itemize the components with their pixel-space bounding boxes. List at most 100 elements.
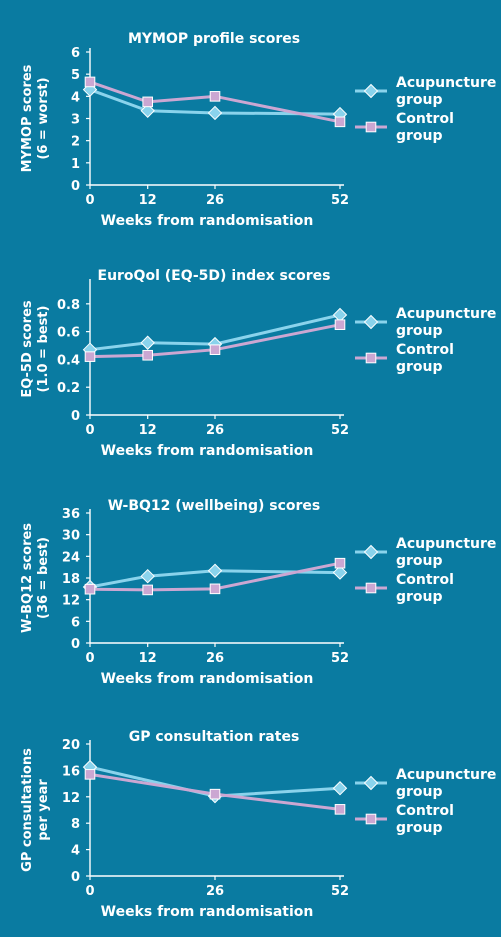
y-tick-label: 0 [71, 179, 80, 194]
y-tick-label: 16 [62, 764, 80, 779]
x-tick-label: 12 [139, 651, 157, 666]
y-tick-label: 0.8 [57, 298, 80, 313]
x-tick-label: 0 [85, 884, 94, 899]
legend-label: group [396, 92, 443, 108]
series-line-control [89, 80, 341, 124]
series-line-acupuncture [89, 569, 341, 589]
x-tick-label: 52 [331, 651, 349, 666]
y-tick-label: 8 [71, 817, 80, 832]
x-axis-label: Weeks from randomisation [101, 904, 314, 920]
y-tick-label: 6 [71, 615, 80, 630]
y-tick-label: 24 [62, 550, 80, 565]
data-point-acupuncture [140, 568, 155, 584]
x-tick-label: 0 [85, 651, 94, 666]
legend-marker-control [365, 121, 377, 133]
y-tick-label: 0.2 [57, 381, 80, 396]
data-point-control [142, 584, 153, 596]
legend-marker-acupuncture [363, 544, 379, 560]
series-line-control [89, 561, 341, 592]
legend-label: Acupuncture [396, 306, 496, 322]
x-tick-label: 26 [206, 651, 224, 666]
y-axis-label: GP consultations [20, 748, 35, 872]
y-tick-label: 0 [71, 409, 80, 424]
legend-label: Control [396, 111, 454, 127]
x-tick-label: 0 [85, 193, 94, 208]
data-point-control [142, 96, 153, 108]
x-axis-label: Weeks from randomisation [101, 671, 314, 687]
x-tick-label: 26 [206, 423, 224, 438]
x-tick-label: 52 [331, 423, 349, 438]
legend-label: Control [396, 803, 454, 819]
legend-marker-control [365, 352, 377, 364]
data-point-acupuncture [140, 335, 155, 350]
x-tick-label: 26 [206, 884, 224, 899]
legend-marker-acupuncture [363, 775, 379, 791]
data-point-control [209, 344, 221, 355]
y-tick-label: 0 [71, 637, 80, 652]
y-axis-label: MYMOP scores [20, 64, 35, 172]
legend-label: group [396, 553, 443, 569]
x-tick-label: 12 [139, 423, 157, 438]
legend-label: group [396, 784, 443, 800]
data-point-acupuncture [207, 563, 223, 578]
y-tick-label: 4 [71, 844, 80, 859]
data-point-control [334, 116, 346, 128]
x-axis-label: Weeks from randomisation [101, 443, 314, 459]
data-point-control [209, 91, 221, 102]
y-axis-label: EQ-5D scores [20, 300, 35, 398]
legend-label: group [396, 359, 443, 375]
data-point-control [84, 769, 96, 780]
y-tick-label: 0 [71, 870, 80, 885]
legend-marker-acupuncture [363, 83, 379, 99]
y-tick-label: 36 [62, 507, 80, 522]
legend-marker-acupuncture [363, 314, 379, 330]
chart-panel-2: EuroQol (EQ-5D) index scores 0 0.2 0.4 0.6 0.… [20, 268, 496, 459]
y-tick-label: 0.4 [57, 353, 80, 368]
y-tick-label: 4 [71, 90, 80, 105]
chart-title: EuroQol (EQ-5D) index scores [98, 268, 331, 284]
legend-label: Control [396, 572, 454, 588]
x-tick-label: 12 [139, 193, 157, 208]
data-point-control [209, 583, 221, 595]
data-point-acupuncture [140, 103, 155, 118]
series-line-control [89, 323, 341, 359]
y-tick-label: 18 [62, 572, 80, 587]
legend-label: group [396, 323, 443, 339]
chart-panel-4: GP consultation rates 0 4 8 12 16 20 0 26 52 Weeks… [20, 729, 496, 920]
data-point-acupuncture [332, 781, 348, 796]
legend-marker-control [365, 582, 377, 594]
legend-marker-control [365, 813, 377, 825]
y-tick-label: 5 [71, 68, 80, 83]
y-tick-label: 1 [71, 157, 80, 172]
y-tick-label: 30 [62, 529, 80, 544]
series-line-acupuncture [89, 313, 341, 352]
y-axis-label: W-BQ12 scores [20, 523, 35, 633]
data-point-control [334, 557, 346, 569]
data-point-control [334, 319, 346, 330]
y-axis-label-unit: per year [36, 779, 51, 841]
x-axis-label: Weeks from randomisation [101, 213, 314, 229]
data-point-control [142, 349, 153, 361]
x-tick-label: 26 [206, 193, 224, 208]
chart-panel-3: W-BQ12 (wellbeing) scores 0 6 12 18 24 30 36 0 12… [20, 498, 496, 687]
legend-label: Acupuncture [396, 536, 496, 552]
y-tick-label: 0.6 [57, 326, 80, 341]
legend-label: group [396, 820, 443, 836]
legend-label: group [396, 589, 443, 605]
data-point-control [334, 804, 346, 815]
y-axis-label-unit: (6 = worst) [36, 77, 51, 159]
y-tick-label: 3 [71, 113, 80, 128]
data-point-control [84, 351, 96, 362]
chart-title: W-BQ12 (wellbeing) scores [108, 498, 321, 514]
legend-label: group [396, 128, 443, 144]
y-tick-label: 6 [71, 46, 80, 61]
chart-title: MYMOP profile scores [128, 31, 300, 47]
